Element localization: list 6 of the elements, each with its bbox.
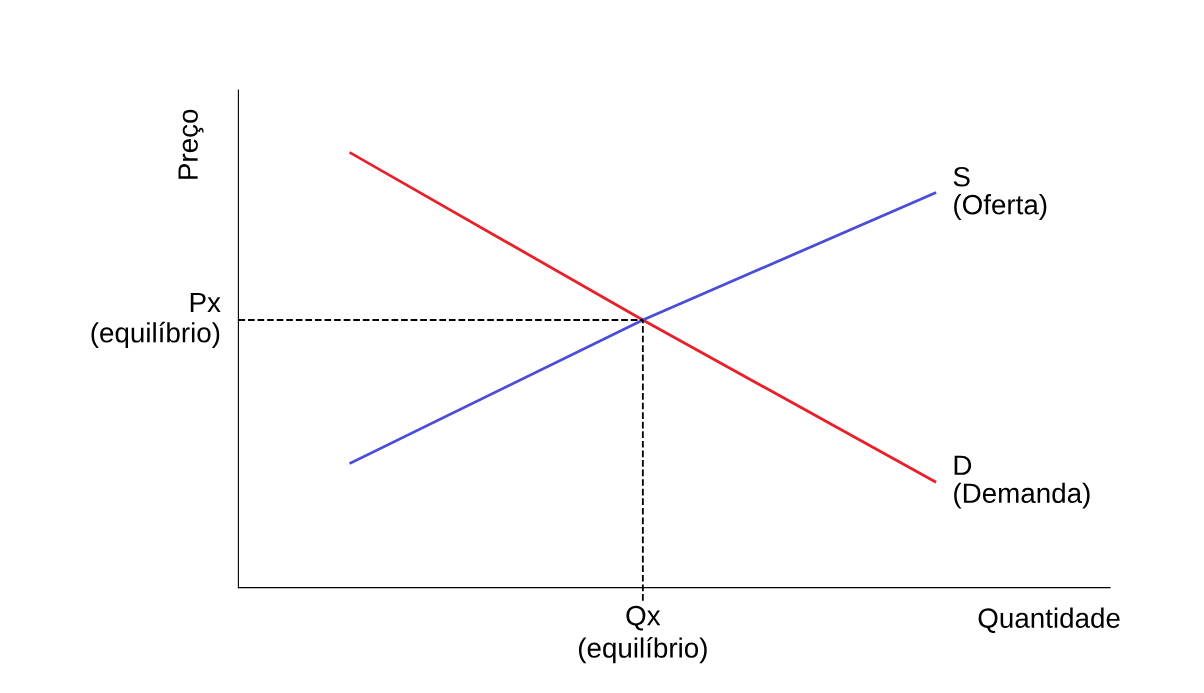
y-axis-title: Preço [178,109,204,179]
series-label: D (Demanda) [954,455,1090,509]
x-axis-title: Quantidade [978,607,1120,633]
ref-line-label: Px (equilíbrio) [91,292,221,349]
series-label: S (Oferta) [953,166,1047,220]
text: Qx (equilíbrio) [578,605,707,664]
